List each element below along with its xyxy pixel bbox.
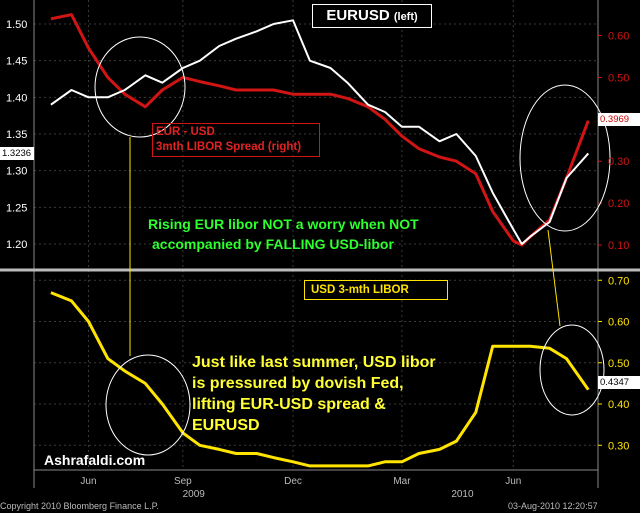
green-annotation: Rising EUR libor NOT a worry when NOT ac…	[148, 214, 419, 254]
eurusd-series-line	[50, 19, 590, 245]
libor-axis-tick-label: 0.70	[608, 275, 629, 287]
libor-axis-tick-label: 0.60	[608, 317, 629, 329]
chart-title-main: EURUSD	[326, 7, 390, 24]
highlight-circle	[539, 324, 605, 416]
libor-axis-tick-label: 0.30	[608, 440, 629, 452]
chart-title-suffix: (left)	[393, 11, 418, 23]
yellow-annotation-line1: Just like last summer, USD libor	[192, 354, 436, 371]
eurusd-axis-tick-label: 1.40	[6, 92, 27, 104]
x-axis-month-label: Jun	[80, 476, 96, 487]
spread-axis-tick-label: 0.30	[608, 156, 629, 168]
spread-axis-tick-label: 0.60	[608, 31, 629, 43]
eurusd-axis-tick-label: 1.20	[6, 239, 27, 251]
connector-line	[547, 229, 561, 327]
green-annotation-line2: accompanied by FALLING USD-libor	[152, 236, 394, 252]
spread-axis-tick-label: 0.20	[608, 198, 629, 210]
green-annotation-line1: Rising EUR libor NOT a worry when NOT	[148, 216, 419, 232]
spread-axis-tick-label: 0.10	[608, 240, 629, 252]
axes	[0, 0, 640, 488]
eurusd-axis-tick-label: 1.35	[6, 129, 27, 141]
eurusd-last-value-tag: 1.3236	[0, 147, 34, 160]
yellow-annotation-line2: is pressured by dovish Fed,	[192, 375, 404, 392]
eurusd-axis-tick-label: 1.50	[6, 19, 27, 31]
spread-legend-box: EUR - USD 3mth LIBOR Spread (right)	[152, 123, 320, 157]
yellow-annotation-line3: lifting EUR-USD spread &	[192, 396, 386, 413]
highlight-circle	[105, 354, 191, 456]
yellow-annotation: Just like last summer, USD libor is pres…	[192, 352, 436, 436]
libor-axis-tick-label: 0.50	[608, 358, 629, 370]
watermark: Ashrafaldi.com	[44, 452, 146, 468]
tick-labels: 1.20 1.25 1.30 1.35 1.40 1.45 1.50 0.10 0.20 0.30…	[6, 19, 629, 500]
spread-legend-line2: 3mth LIBOR Spread (right)	[156, 141, 302, 153]
spread-axis-tick-label: 0.50	[608, 72, 629, 84]
x-axis-year-label: 2009	[183, 489, 206, 500]
x-axis-month-label: Jun	[505, 476, 521, 487]
libor-legend-label: USD 3-mth LIBOR	[311, 284, 409, 296]
x-axis-month-label: Mar	[393, 476, 411, 487]
libor-legend-box: USD 3-mth LIBOR	[304, 280, 448, 300]
spread-last-value-tag: 0.3969	[598, 113, 640, 126]
eurusd-axis-tick-label: 1.30	[6, 166, 27, 178]
x-axis-month-label: Sep	[174, 476, 192, 487]
spread-series-line	[50, 13, 590, 247]
eurusd-axis-tick-label: 1.45	[6, 56, 27, 68]
x-axis-month-label: Dec	[284, 476, 302, 487]
highlight-circle	[94, 36, 186, 138]
copyright-text: Copyright 2010 Bloomberg Finance L.P.	[0, 501, 159, 511]
grid-lines	[34, 0, 598, 470]
yellow-annotation-line4: EURUSD	[192, 417, 260, 434]
libor-series-line	[50, 291, 590, 468]
x-axis-year-label: 2010	[451, 489, 474, 500]
series-lines	[50, 13, 590, 468]
libor-axis-tick-label: 0.40	[608, 399, 629, 411]
libor-last-value-tag: 0.4347	[598, 376, 640, 389]
spread-legend-line1: EUR - USD	[156, 126, 215, 138]
highlight-circle	[519, 84, 611, 232]
chart-title: EURUSD (left)	[312, 4, 432, 28]
date-stamp: 03-Aug-2010 12:20:57	[508, 501, 598, 511]
highlight-circles	[94, 36, 611, 456]
eurusd-axis-tick-label: 1.25	[6, 202, 27, 214]
